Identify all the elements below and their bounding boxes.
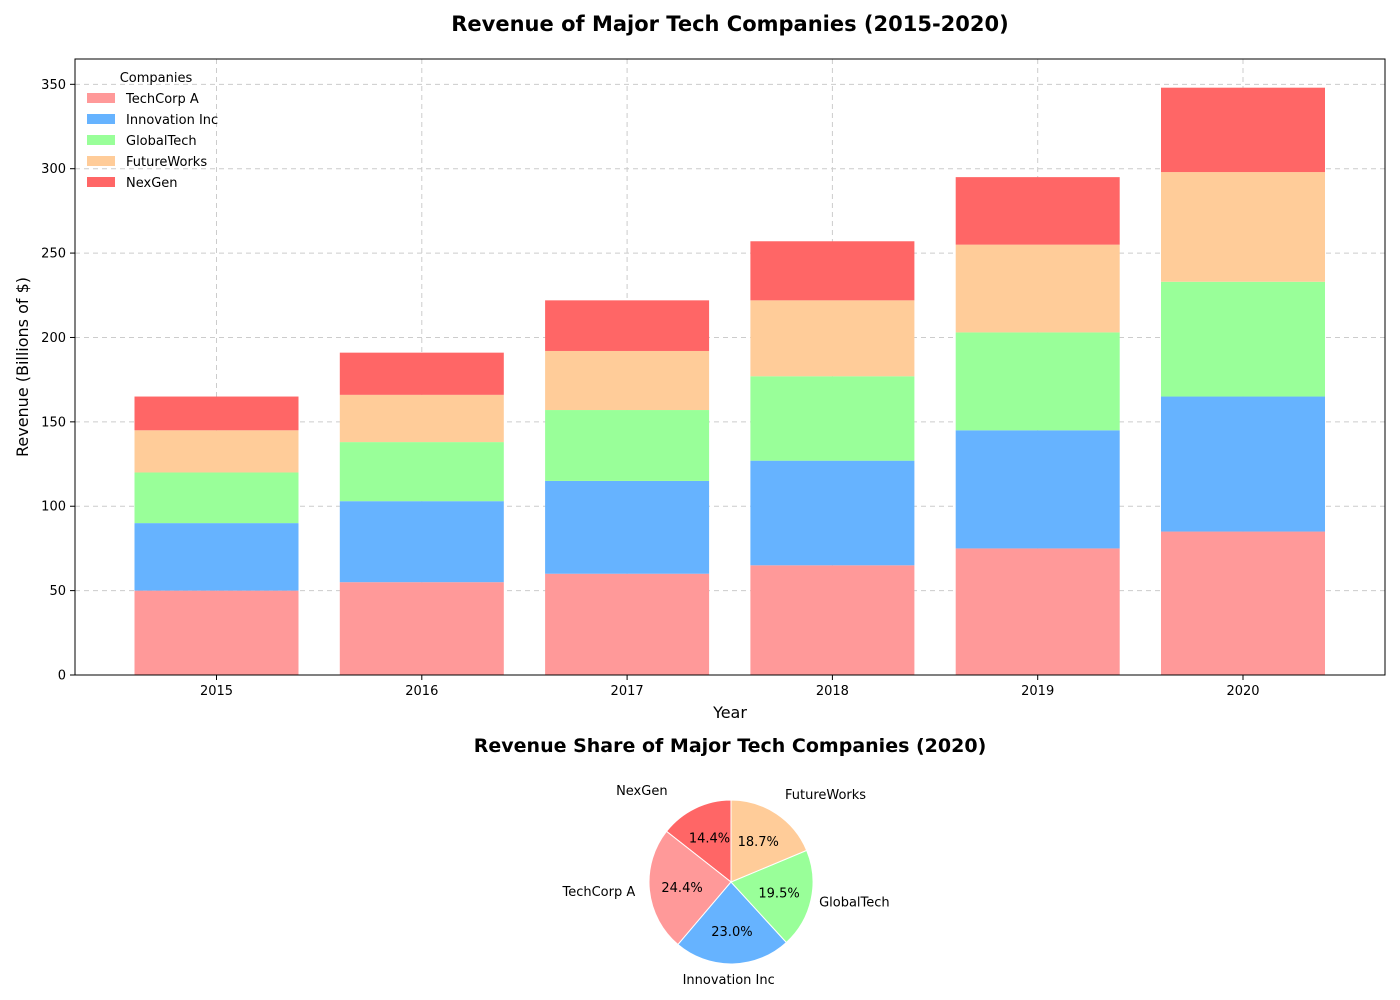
- y-tick-label: 250: [41, 247, 66, 262]
- bar-innovation-inc-2020: [1161, 396, 1325, 532]
- pie-percent-label: 14.4%: [689, 832, 730, 847]
- axes: 0 50 100 150 200 250 300 350 2015 2016 2017 2018 201…: [41, 58, 1386, 699]
- pie-category-label: FutureWorks: [785, 788, 866, 803]
- legend-label: NexGen: [126, 176, 178, 191]
- pie-chart: 14.4% NexGen 24.4% TechCorp A 23.0% Innovatio…: [561, 784, 889, 988]
- bar-globaltech-2020: [1161, 281, 1325, 397]
- pie-slice-nexgen: [665, 799, 732, 884]
- bar-futureworks-2020: [1161, 172, 1325, 282]
- bar-techcorp-a-2018: [750, 565, 915, 675]
- bar-globaltech-2015: [134, 472, 299, 524]
- plot-frame: [74, 58, 1386, 676]
- bar-nexgen-2018: [750, 241, 915, 301]
- x-axis-label: Year: [712, 703, 747, 722]
- bar-futureworks-2016: [339, 394, 504, 443]
- pie-category-label: NexGen: [616, 784, 668, 799]
- bar-innovation-inc-2016: [339, 501, 504, 583]
- pie-slice-futureworks: [730, 799, 808, 883]
- bar-techcorp-a-2020: [1161, 531, 1325, 675]
- y-tick-label: 200: [41, 331, 66, 346]
- bar-globaltech-2017: [545, 410, 710, 481]
- bar-techcorp-a-2019: [955, 548, 1120, 675]
- legend-label: GlobalTech: [126, 134, 197, 149]
- bar-chart-title: Revenue of Major Tech Companies (2015-20…: [451, 12, 1008, 36]
- bar-techcorp-a-2017: [545, 573, 710, 675]
- pie-slice-innovation-inc: [677, 881, 788, 965]
- pie-percent-label: 18.7%: [738, 835, 779, 850]
- y-tick-label: 150: [41, 415, 66, 430]
- bar-nexgen-2017: [545, 300, 710, 351]
- legend-label: FutureWorks: [126, 155, 207, 170]
- y-tick-label: 50: [49, 584, 66, 599]
- x-tick-label: 2016: [405, 684, 438, 699]
- bar-innovation-inc-2015: [134, 523, 299, 591]
- x-tick-label: 2015: [200, 684, 233, 699]
- y-tick-label: 100: [41, 500, 66, 515]
- pie-slice-globaltech: [730, 849, 814, 944]
- legend: Companies TechCorp A Innovation Inc Global…: [87, 71, 218, 191]
- bar-techcorp-a-2015: [134, 590, 299, 675]
- x-tick-label: 2020: [1226, 684, 1259, 699]
- bar-globaltech-2018: [750, 376, 915, 461]
- legend-swatch-innovation-inc: [87, 114, 115, 124]
- legend-title: Companies: [120, 71, 193, 86]
- bar-nexgen-2015: [134, 396, 299, 431]
- bar-futureworks-2017: [545, 350, 710, 411]
- legend-label: TechCorp A: [125, 92, 199, 107]
- legend-swatch-globaltech: [87, 135, 115, 145]
- legend-swatch-techcorp-a: [87, 93, 115, 103]
- pie-category-label: TechCorp A: [561, 885, 635, 900]
- bar-innovation-inc-2019: [955, 430, 1120, 549]
- bar-futureworks-2019: [955, 244, 1120, 333]
- legend-label: Innovation Inc: [126, 113, 218, 128]
- bar-innovation-inc-2018: [750, 460, 915, 566]
- bar-nexgen-2016: [339, 352, 504, 395]
- bar-innovation-inc-2017: [545, 480, 710, 574]
- bar-globaltech-2019: [955, 332, 1120, 431]
- bar-futureworks-2018: [750, 300, 915, 377]
- legend-swatch-nexgen: [87, 177, 115, 187]
- x-tick-label: 2018: [816, 684, 849, 699]
- bar-nexgen-2020: [1161, 87, 1325, 173]
- pie-slice-techcorp-a: [648, 830, 732, 946]
- bar-globaltech-2016: [339, 442, 504, 502]
- pie-percent-label: 19.5%: [758, 887, 799, 902]
- x-tick-label: 2017: [611, 684, 644, 699]
- bar-techcorp-a-2016: [339, 582, 504, 675]
- bar-futureworks-2015: [134, 430, 299, 473]
- y-tick-label: 350: [41, 78, 66, 93]
- y-tick-label: 300: [41, 162, 66, 177]
- x-tick-label: 2019: [1021, 684, 1054, 699]
- pie-category-label: GlobalTech: [819, 895, 890, 910]
- y-tick-label: 0: [58, 669, 66, 684]
- pie-category-label: Innovation Inc: [683, 973, 775, 988]
- pie-chart-title: Revenue Share of Major Tech Companies (2…: [474, 735, 987, 757]
- legend-swatch-futureworks: [87, 156, 115, 166]
- pie-percent-label: 23.0%: [711, 925, 752, 940]
- pie-percent-label: 24.4%: [661, 881, 702, 896]
- bar-nexgen-2019: [955, 177, 1120, 245]
- y-axis-label: Revenue (Billions of $): [13, 277, 32, 457]
- bar-series: [134, 87, 1325, 675]
